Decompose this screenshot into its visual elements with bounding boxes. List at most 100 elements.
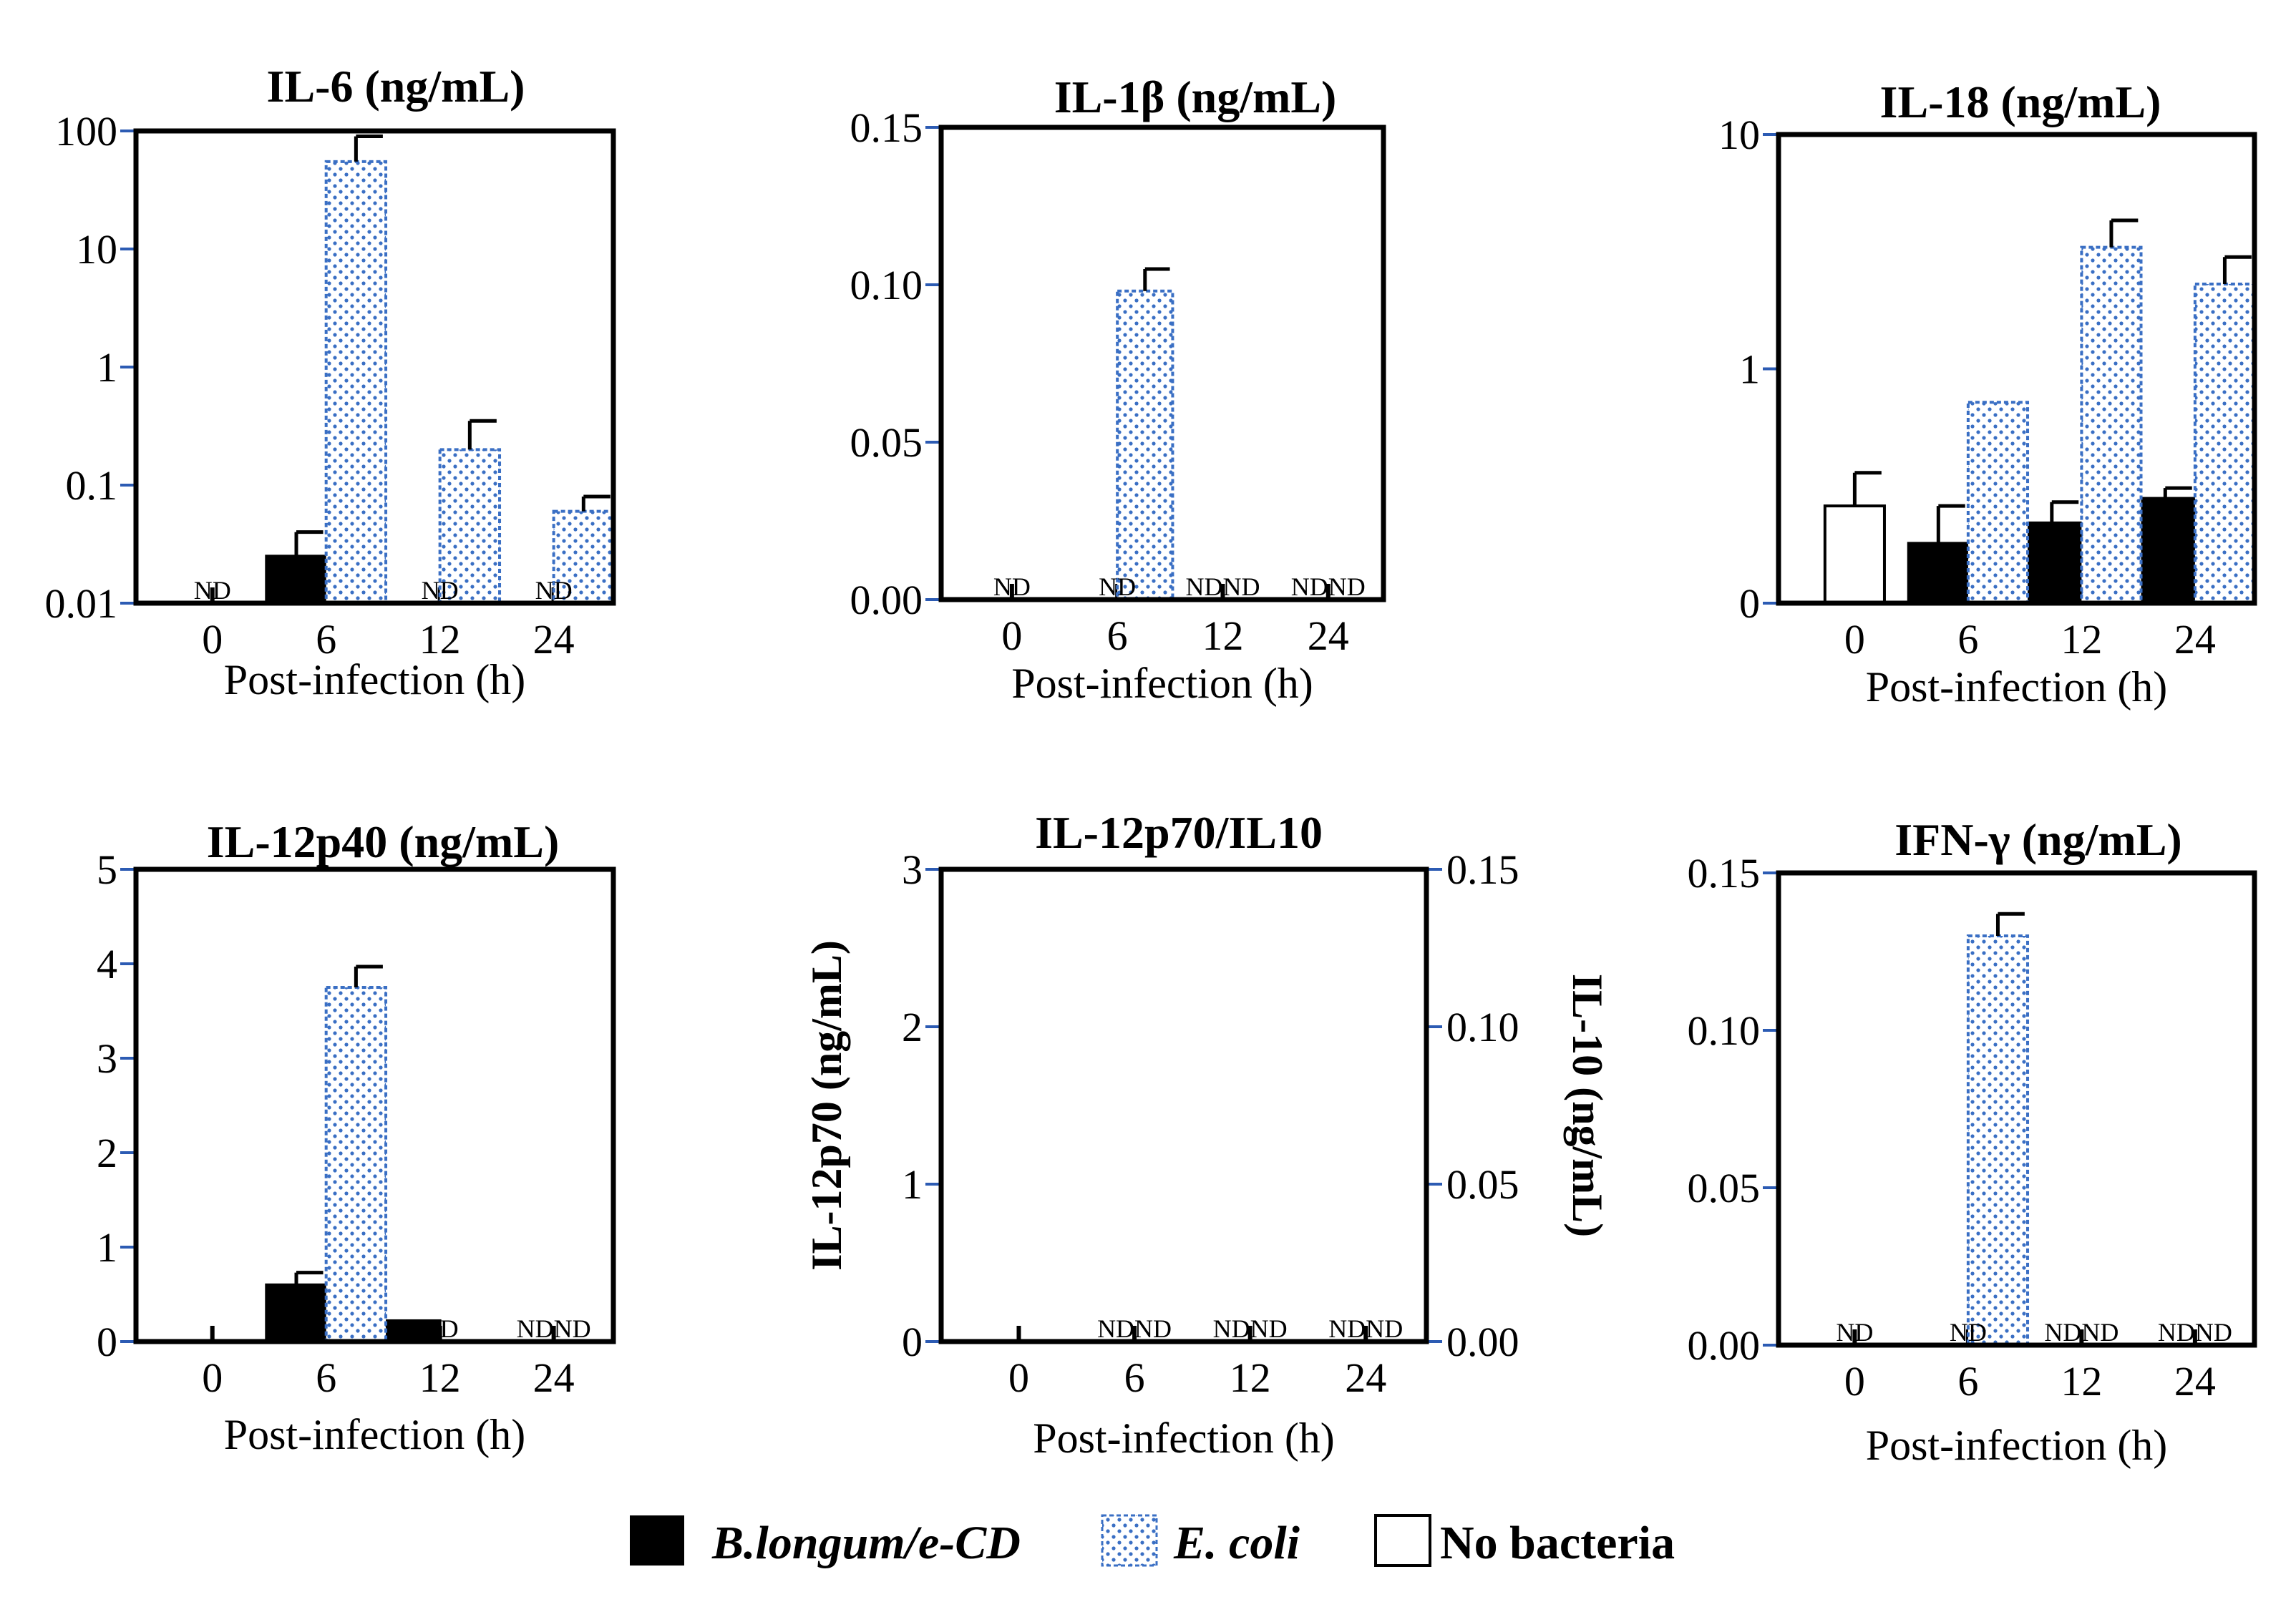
bar-ecoli [1116, 289, 1174, 601]
y2-tick-label: 0.05 [1446, 1161, 1519, 1208]
y-tick-label: 5 [97, 846, 117, 893]
y-tick-label: 0.00 [1688, 1322, 1761, 1369]
y-axis-label: IL-12p70 (ng/mL) [803, 940, 850, 1271]
chart-title: IL-12p70/IL10 [1035, 807, 1323, 858]
y-tick-label: 1 [97, 1224, 117, 1271]
plot-frame [938, 124, 1386, 602]
bar-ecoli [324, 986, 388, 1343]
bar-ecoli [552, 509, 615, 605]
nd-label: ND [1099, 572, 1136, 601]
y-tick-label: 0.00 [850, 577, 923, 623]
bar-blongum [265, 1283, 328, 1344]
x-tick-label: 0 [1001, 612, 1022, 659]
y-tick-label: 2 [902, 1004, 923, 1050]
chart-title: IL-6 (ng/mL) [267, 61, 525, 112]
y-tick-label: 100 [55, 108, 117, 155]
bar-none [1823, 504, 1886, 605]
legend-swatch-blongum [630, 1515, 684, 1566]
y-tick-label: 10 [1718, 112, 1760, 158]
chart-il6: IL-6 (ng/mL) 0.01 0.1 1 10 100 0 6 12 24 ND ND ND Pos… [45, 61, 616, 703]
x-tick-label: 0 [202, 1354, 223, 1401]
bar-blongum [265, 555, 328, 605]
bar-ecoli [2193, 283, 2256, 605]
legend-label-ecoli: E. coli [1173, 1517, 1300, 1569]
nd-label: NDND [2044, 1318, 2119, 1347]
x-tick-label: 12 [419, 616, 461, 663]
legend-swatch-no-bacteria [1374, 1514, 1431, 1567]
x-tick-label: 0 [1844, 1358, 1865, 1405]
x-tick-label: 6 [316, 616, 336, 663]
legend-swatch-ecoli [1101, 1514, 1158, 1567]
x-tick-label: 6 [1957, 616, 1978, 663]
x-tick-label: 12 [2061, 616, 2102, 663]
nd-label: ND [1950, 1318, 1987, 1347]
plot-frame [133, 866, 616, 1344]
nd-label: NDND [1213, 1314, 1288, 1343]
x-tick-label: 6 [1124, 1354, 1145, 1401]
y-tick-label: 0 [902, 1319, 923, 1365]
nd-label: ND [1836, 1318, 1873, 1347]
bar-ecoli [324, 160, 388, 605]
y-tick-label: 0.05 [850, 419, 923, 466]
nd-label: ND [993, 572, 1031, 601]
x-tick-label: 24 [2174, 616, 2216, 663]
plot-frame [1776, 870, 2257, 1348]
nd-label: NDND [1097, 1314, 1172, 1343]
bar-blongum [2134, 497, 2197, 605]
nd-label: NDND [1185, 572, 1260, 601]
chart-title: IL-12p40 (ng/mL) [207, 816, 560, 867]
nd-label: ND [422, 576, 459, 605]
plot-frame [938, 866, 1429, 1344]
y-tick-label: 0.1 [66, 462, 118, 509]
y-tick-label: 0.01 [45, 580, 118, 627]
y-tick-label: 2 [97, 1130, 117, 1176]
y-tick-label: 1 [902, 1161, 923, 1208]
chart-title: IL-18 (ng/mL) [1880, 77, 2161, 127]
x-axis-label: Post-infection (h) [224, 1411, 526, 1458]
legend: B.longum/e-CD E. coli No bacteria [630, 1514, 1675, 1569]
y-tick-label: 1 [1739, 346, 1760, 393]
x-tick-label: 12 [2061, 1358, 2102, 1405]
y2-tick-label: 0.15 [1446, 846, 1519, 893]
y-tick-label: 3 [97, 1035, 117, 1082]
x-axis-label: Post-infection (h) [1011, 660, 1313, 707]
x-tick-label: 24 [533, 1354, 575, 1401]
plot-frame [1776, 132, 2257, 606]
x-tick-label: 24 [1345, 1354, 1386, 1401]
x-tick-label: 0 [1008, 1354, 1029, 1401]
x-tick-label: 12 [1202, 612, 1243, 659]
y-tick-label: 3 [902, 846, 923, 893]
nd-label: NDND [2158, 1318, 2232, 1347]
plot-frame [133, 128, 616, 606]
y-tick-label: 0.05 [1688, 1165, 1761, 1211]
x-tick-label: 12 [1230, 1354, 1271, 1401]
x-tick-label: 24 [533, 616, 575, 663]
x-tick-label: 24 [2174, 1358, 2216, 1405]
x-tick-label: 6 [316, 1354, 336, 1401]
nd-label: NDND [1328, 1314, 1403, 1343]
y-tick-label: 0 [1739, 580, 1760, 627]
bar-ecoli [1966, 401, 2030, 605]
bar-ecoli [2080, 245, 2143, 605]
y-tick-label: 0.15 [850, 104, 923, 151]
chart-title: IFN-γ (ng/mL) [1894, 814, 2181, 865]
y-tick-label: 0 [97, 1319, 117, 1365]
x-axis-label: Post-infection (h) [1866, 663, 2168, 710]
y2-axis-label: IL-10 (ng/mL) [1564, 974, 1611, 1237]
nd-label: ND [194, 576, 231, 605]
bar-blongum [2020, 521, 2083, 605]
x-axis-label: Post-infection (h) [1866, 1422, 2168, 1469]
nd-label: NDND [517, 1314, 591, 1343]
x-tick-label: 6 [1957, 1358, 1978, 1405]
y-tick-label: 4 [97, 941, 117, 987]
y2-tick-label: 0.00 [1446, 1319, 1519, 1365]
nd-label: ND [422, 1314, 459, 1343]
bar-blongum [1907, 542, 1970, 605]
legend-label-no-bacteria: No bacteria [1440, 1517, 1675, 1569]
nd-label: NDND [1291, 572, 1366, 601]
